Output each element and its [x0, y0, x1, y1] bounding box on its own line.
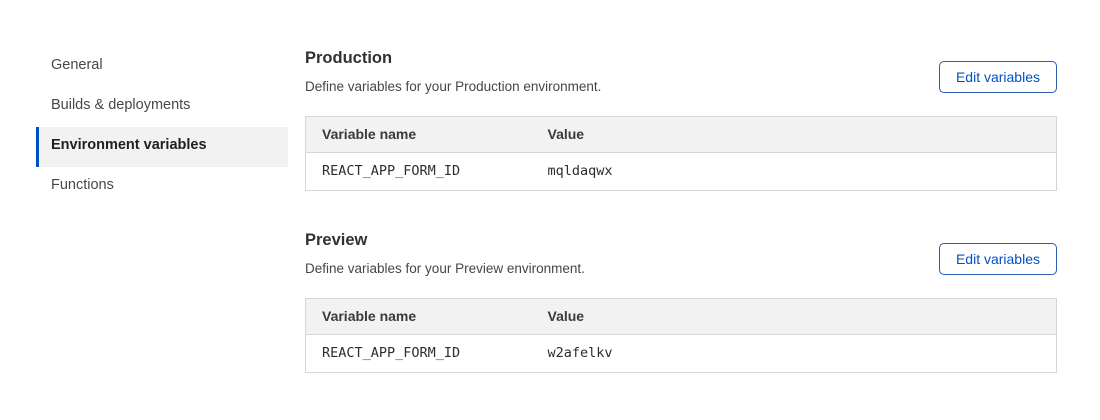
- preview-section-header: Preview Define variables for your Previe…: [305, 229, 1057, 278]
- env-vars-table-production: Variable name Value REACT_APP_FORM_ID mq…: [305, 116, 1057, 191]
- sidebar-item-builds-deployments[interactable]: Builds & deployments: [51, 97, 191, 113]
- variable-name-cell: REACT_APP_FORM_ID: [305, 334, 532, 373]
- section-title-production: Production: [305, 49, 393, 67]
- edit-variables-button-production[interactable]: Edit variables: [938, 61, 1057, 93]
- settings-sidebar: General Builds & deployments Environment…: [36, 47, 288, 373]
- section-title-preview: Preview: [305, 231, 368, 249]
- production-section-header: Production Define variables for your Pro…: [305, 47, 1057, 96]
- production-section: Production Define variables for your Pro…: [305, 47, 1057, 191]
- sidebar-item-general[interactable]: General: [51, 57, 103, 73]
- table-row: REACT_APP_FORM_ID mqldaqwx: [305, 152, 1057, 191]
- sidebar-item-functions[interactable]: Functions: [51, 177, 114, 193]
- column-header-variable-name: Variable name: [305, 116, 532, 153]
- variable-value-cell: mqldaqwx: [531, 152, 1057, 191]
- table-header-row: Variable name Value: [305, 116, 1057, 153]
- column-header-value: Value: [531, 298, 1057, 335]
- environment-variables-panel: Production Define variables for your Pro…: [305, 47, 1057, 373]
- preview-section: Preview Define variables for your Previe…: [305, 229, 1057, 373]
- variable-name-cell: REACT_APP_FORM_ID: [305, 152, 532, 191]
- edit-variables-button-preview[interactable]: Edit variables: [938, 243, 1057, 275]
- section-description-production: Define variables for your Production env…: [305, 79, 602, 94]
- table-header-row: Variable name Value: [305, 298, 1057, 335]
- column-header-value: Value: [531, 116, 1057, 153]
- env-vars-table-preview: Variable name Value REACT_APP_FORM_ID w2…: [305, 298, 1057, 373]
- settings-page: General Builds & deployments Environment…: [36, 47, 1057, 373]
- sidebar-item-environment-variables[interactable]: Environment variables: [36, 127, 288, 167]
- section-description-preview: Define variables for your Preview enviro…: [305, 261, 585, 276]
- variable-value-cell: w2afelkv: [531, 334, 1057, 373]
- column-header-variable-name: Variable name: [305, 298, 532, 335]
- preview-header-text: Preview Define variables for your Previe…: [305, 229, 585, 278]
- table-row: REACT_APP_FORM_ID w2afelkv: [305, 334, 1057, 373]
- production-header-text: Production Define variables for your Pro…: [305, 47, 601, 96]
